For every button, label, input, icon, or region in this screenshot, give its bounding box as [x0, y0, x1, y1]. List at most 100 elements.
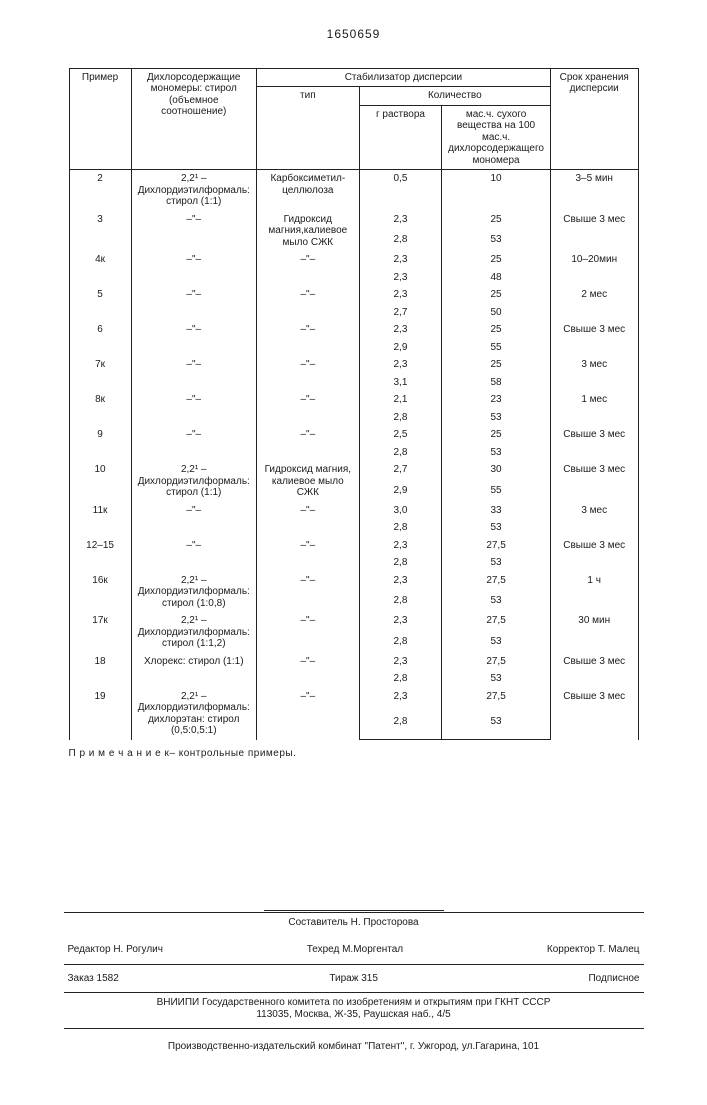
cell-q-mass: 25 [442, 286, 551, 304]
cell-example: 6 [69, 321, 131, 356]
cell-shelf: Свыше 3 мес [550, 426, 638, 461]
cell-q-mass: 53 [442, 231, 551, 251]
cell-q-solution: 2,8 [359, 592, 441, 612]
cell-q-solution: 2,8 [359, 713, 441, 739]
cell-q-solution: 2,9 [359, 482, 441, 502]
header-type: тип [256, 87, 359, 170]
cell-q-solution: 2,3 [359, 537, 441, 555]
cell-q-mass: 50 [442, 304, 551, 322]
cell-q-mass: 53 [442, 444, 551, 462]
cell-q-solution: 2,3 [359, 269, 441, 287]
cell-monomer: 2,2¹ – Дихлордиэтилформаль: стирол (1:0,… [131, 572, 256, 613]
cell-monomer: –"– [131, 356, 256, 391]
cell-shelf: Свыше 3 мес [550, 461, 638, 502]
cell-monomer: –"– [131, 426, 256, 461]
cell-q-mass: 25 [442, 211, 551, 231]
cell-q-mass: 58 [442, 374, 551, 392]
table-row: 6–"––"–2,325Свыше 3 мес [69, 321, 638, 339]
cell-q-solution: 2,7 [359, 304, 441, 322]
cell-type: –"– [256, 251, 359, 286]
cell-example: 5 [69, 286, 131, 321]
publisher: Производственно-издательский комбинат "П… [64, 1029, 644, 1065]
cell-type: Гидроксид магния, калиевое мыло СЖК [256, 461, 359, 502]
cell-shelf: Свыше 3 мес [550, 688, 638, 740]
cell-shelf: Свыше 3 мес [550, 211, 638, 252]
header-stabilizer: Стабилизатор дисперсии [256, 68, 550, 87]
table-row: 3–"–Гидроксид магния,калиевое мыло СЖК2,… [69, 211, 638, 231]
cell-monomer: –"– [131, 251, 256, 286]
header-quantity: Количество [359, 87, 550, 106]
cell-q-solution: 2,8 [359, 444, 441, 462]
cell-q-mass: 53 [442, 519, 551, 537]
cell-q-mass: 48 [442, 269, 551, 287]
cell-monomer: 2,2¹ – Дихлордиэтилформаль: стирол (1:1) [131, 170, 256, 211]
credits-block: Составитель Н. Просторова Редактор Н. Ро… [64, 910, 644, 1065]
cell-shelf: Свыше 3 мес [550, 321, 638, 356]
cell-q-mass: 53 [442, 592, 551, 612]
cell-type: –"– [256, 286, 359, 321]
cell-q-mass: 53 [442, 633, 551, 653]
cell-example: 7к [69, 356, 131, 391]
cell-shelf: 10–20мин [550, 251, 638, 286]
cell-q-mass: 55 [442, 482, 551, 502]
cell-type: Карбоксиметил-целлюлоза [256, 170, 359, 211]
order: Заказ 1582 [68, 973, 119, 985]
table-row: 17к2,2¹ – Дихлордиэтилформаль: стирол (1… [69, 612, 638, 632]
cell-type: –"– [256, 537, 359, 572]
cell-q-solution: 2,8 [359, 409, 441, 427]
cell-monomer: 2,2¹ – Дихлордиэтилформаль: стирол (1:1) [131, 461, 256, 502]
cell-q-solution: 2,3 [359, 251, 441, 269]
cell-q-mass: 27,5 [442, 612, 551, 632]
cell-q-mass: 53 [442, 670, 551, 688]
cell-q-mass: 27,5 [442, 653, 551, 671]
cell-q-mass: 30 [442, 461, 551, 481]
cell-q-mass: 53 [442, 409, 551, 427]
cell-example: 3 [69, 211, 131, 252]
cell-shelf: 3–5 мин [550, 170, 638, 211]
table-row: 11к–"––"–3,0333 мес [69, 502, 638, 520]
cell-monomer: Хлорекс: стирол (1:1) [131, 653, 256, 688]
table-body: 22,2¹ – Дихлордиэтилформаль: стирол (1:1… [69, 170, 638, 740]
cell-monomer: –"– [131, 391, 256, 426]
table-row: 22,2¹ – Дихлордиэтилформаль: стирол (1:1… [69, 170, 638, 211]
cell-example: 11к [69, 502, 131, 537]
cell-q-solution: 2,8 [359, 670, 441, 688]
cell-shelf: 1 мес [550, 391, 638, 426]
cell-monomer: –"– [131, 502, 256, 537]
cell-q-solution: 2,3 [359, 286, 441, 304]
cell-q-mass: 27,5 [442, 572, 551, 592]
cell-q-solution: 2,3 [359, 321, 441, 339]
table-row: 8к–"––"–2,1231 мес [69, 391, 638, 409]
cell-shelf: 30 мин [550, 612, 638, 653]
table-row: 12–15–"––"–2,327,5Свыше 3 мес [69, 537, 638, 555]
cell-type: –"– [256, 612, 359, 653]
cell-example: 2 [69, 170, 131, 211]
cell-q-solution: 2,8 [359, 231, 441, 251]
cell-example: 16к [69, 572, 131, 613]
table-row: 102,2¹ – Дихлордиэтилформаль: стирол (1:… [69, 461, 638, 481]
cell-q-solution: 2,8 [359, 519, 441, 537]
header-q-solution: г раствора [359, 105, 441, 170]
cell-type: –"– [256, 502, 359, 537]
cell-q-mass: 33 [442, 502, 551, 520]
table-row: 16к2,2¹ – Дихлордиэтилформаль: стирол (1… [69, 572, 638, 592]
cell-type: –"– [256, 391, 359, 426]
cell-q-mass: 25 [442, 251, 551, 269]
institution: ВНИИПИ Государственного комитета по изоб… [64, 997, 644, 1009]
cell-q-solution: 2,5 [359, 426, 441, 444]
cell-q-mass: 27,5 [442, 537, 551, 555]
cell-q-solution: 3,0 [359, 502, 441, 520]
cell-example: 12–15 [69, 537, 131, 572]
address: 113035, Москва, Ж-35, Раушская наб., 4/5 [64, 1009, 644, 1021]
cell-q-solution: 2,3 [359, 653, 441, 671]
cell-type: –"– [256, 653, 359, 688]
cell-example: 19 [69, 688, 131, 740]
cell-q-solution: 2,3 [359, 211, 441, 231]
cell-q-solution: 0,5 [359, 170, 441, 211]
cell-q-mass: 53 [442, 713, 551, 739]
circulation: Тираж 315 [329, 973, 378, 985]
cell-type: –"– [256, 688, 359, 740]
cell-q-mass: 25 [442, 321, 551, 339]
cell-example: 18 [69, 653, 131, 688]
cell-type: Гидроксид магния,калиевое мыло СЖК [256, 211, 359, 252]
